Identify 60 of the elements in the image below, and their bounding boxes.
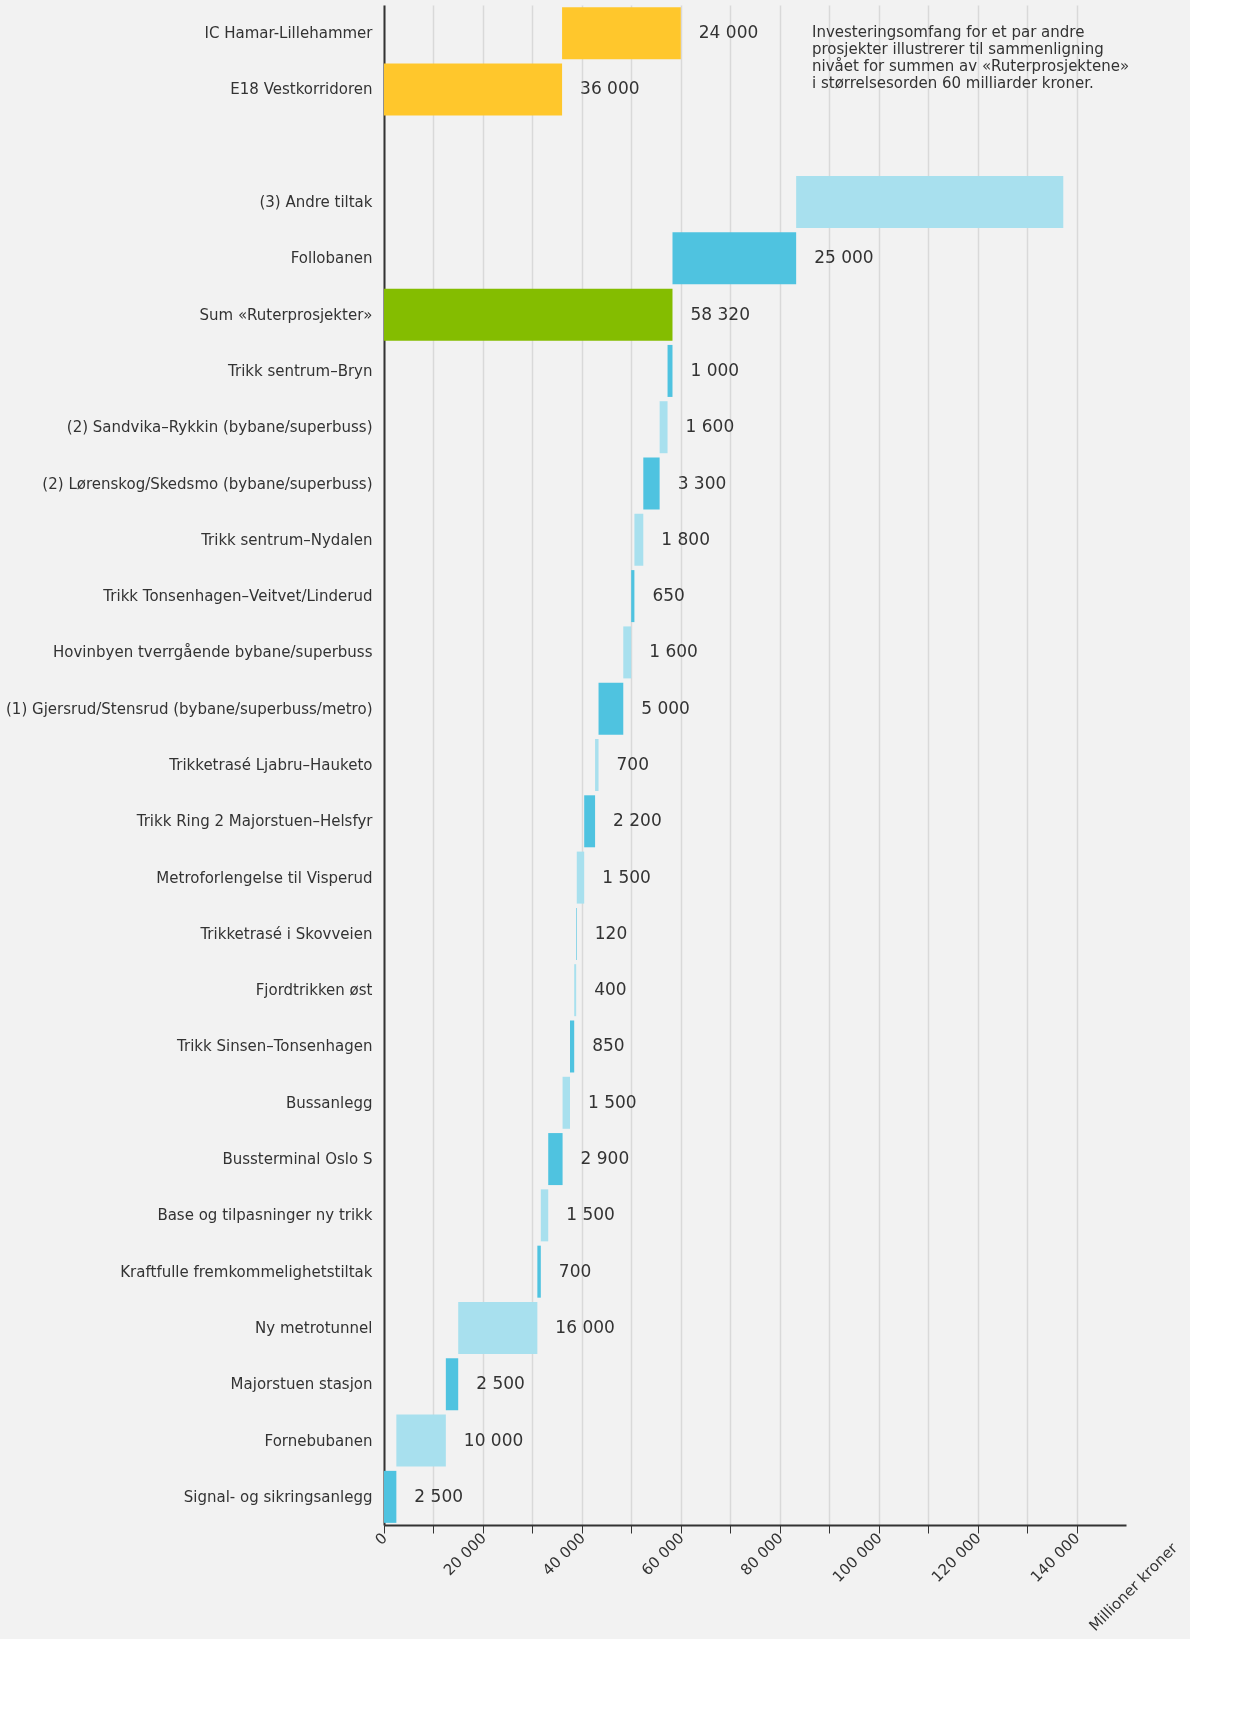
y-tick-label: Bussanlegg <box>285 1093 373 1112</box>
y-tick-label: Base og tilpasninger ny trikk <box>157 1206 373 1225</box>
y-tick-label: Trikk sentrum–Nydalen <box>200 530 373 549</box>
data-label: 700 <box>616 754 649 774</box>
data-label: 850 <box>592 1035 625 1056</box>
x-tick-label: 140 000 <box>1026 1529 1084 1586</box>
x-tick-label: 20 000 <box>439 1529 490 1579</box>
data-label: 25 000 <box>814 247 874 268</box>
data-label: 10 000 <box>463 1429 524 1450</box>
data-label: 58 320 <box>690 303 750 324</box>
data-label: 400 <box>594 979 627 1000</box>
x-tick-label: 40 000 <box>538 1529 589 1579</box>
x-tick-label: 60 000 <box>637 1529 688 1579</box>
y-tick-label: Ny metrotunnel <box>255 1318 373 1337</box>
y-tick-label: (3) Andre tiltak <box>259 193 373 212</box>
data-label: 1 500 <box>587 1091 637 1112</box>
y-tick-label: (1) Gjersrud/Stensrud (bybane/superbuss/metro) <box>6 699 373 718</box>
data-label: 36 000 <box>580 78 640 99</box>
y-tick-label: Bussterminal Oslo S <box>222 1150 373 1169</box>
data-label: 2 900 <box>580 1148 630 1169</box>
data-label: 700 <box>558 1260 592 1281</box>
y-tick-label: Signal- og sikringsanlegg <box>183 1487 373 1506</box>
data-label: 24 000 <box>698 22 759 43</box>
data-label: 3 300 <box>677 472 727 493</box>
annotation: Investeringsomfang for et par andre prosjekter illustrerer til sammenligning nivået for summen av «Ruterprosjektene» i størrelsesorden 60 milliarder kroner. <box>812 23 1130 92</box>
data-label: 1 500 <box>566 1204 615 1225</box>
y-tick-label: Majorstuen stasjon <box>230 1375 373 1394</box>
data-label: 1 500 <box>602 866 651 887</box>
data-label: 2 200 <box>613 810 662 831</box>
x-tick-label: 80 000 <box>736 1529 787 1579</box>
y-tick-label: Trikk Tonsenhagen–Veitvet/Linderud <box>102 587 373 606</box>
data-label: 5 000 <box>641 697 690 718</box>
data-label: 1 600 <box>685 416 735 437</box>
y-tick-label: Follobanen <box>290 249 373 268</box>
y-tick-label: Trikketrasé i Skovveien <box>199 924 373 943</box>
y-tick-label: Kraftfulle fremkommelighetstiltak <box>120 1262 373 1281</box>
data-label: 1 000 <box>690 359 740 380</box>
y-tick-label: Trikk Ring 2 Majorstuen–Helsfyr <box>135 812 374 831</box>
x-tick-label: 0 <box>371 1529 391 1549</box>
x-tick-label: 120 000 <box>927 1529 985 1586</box>
y-tick-label: (2) Lørenskog/Skedsmo (bybane/superbuss) <box>42 474 373 493</box>
y-tick-label: E18 Vestkorridoren <box>230 80 373 99</box>
data-label: 2 500 <box>476 1373 525 1394</box>
y-tick-label: Fornebubanen <box>264 1431 373 1450</box>
y-tick-label: Hovinbyen tverrgående bybane/superbuss <box>53 643 373 662</box>
y-tick-label: (2) Sandvika–Rykkin (bybane/superbuss) <box>66 418 373 437</box>
data-label: 16 000 <box>555 1316 615 1337</box>
x-tick-label: 100 000 <box>828 1529 886 1586</box>
y-tick-label: Trikketrasé Ljabru–Hauketo <box>168 756 373 774</box>
y-tick-label: IC Hamar-Lillehammer <box>204 24 374 43</box>
data-label: 2 500 <box>414 1485 464 1506</box>
data-label: 650 <box>652 585 685 606</box>
y-tick-label: Metroforlengelse til Visperud <box>156 868 373 887</box>
y-tick-label: Fjordtrikken øst <box>255 981 373 1000</box>
y-tick-label: Trikk sentrum–Bryn <box>227 361 373 380</box>
data-label: 1 800 <box>661 528 710 549</box>
data-label: 120 <box>594 922 628 943</box>
data-label: 1 600 <box>649 641 698 662</box>
y-tick-label: Trikk Sinsen–Tonsenhagen <box>176 1037 373 1056</box>
y-tick-label: Sum «Ruterprosjekter» <box>199 305 373 324</box>
